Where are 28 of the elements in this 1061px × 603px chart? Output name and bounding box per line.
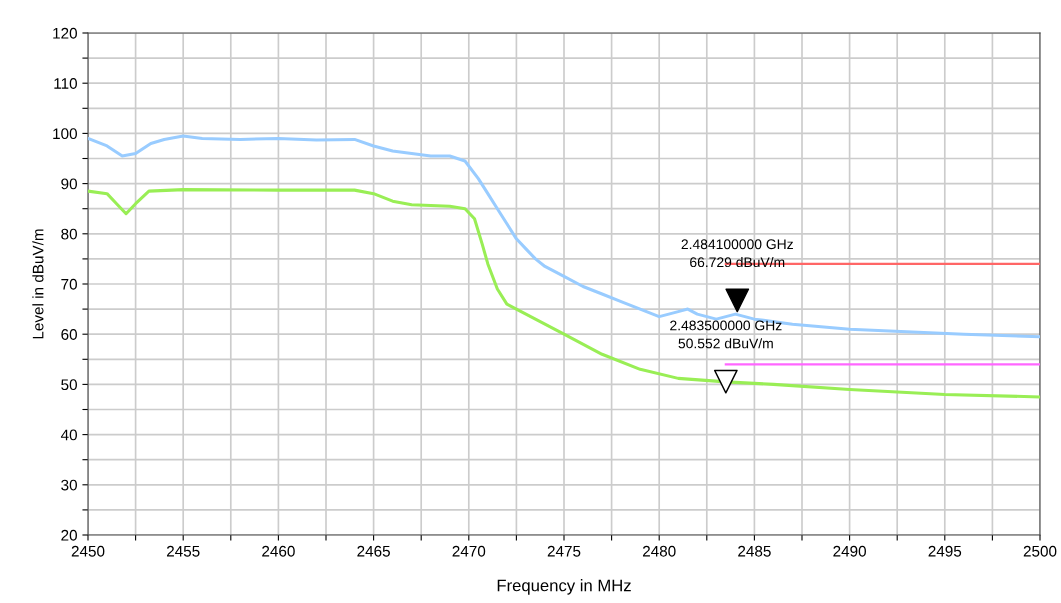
- y-tick-label: 60: [61, 329, 77, 340]
- y-tick-label: 120: [53, 27, 77, 39]
- line-series: [88, 134, 1040, 339]
- y-tick-label: 100: [53, 128, 77, 140]
- x-tick-label: 2455: [166, 545, 200, 557]
- x-tick-label: 2500: [1023, 545, 1057, 557]
- y-tick-label: 30: [61, 479, 77, 491]
- x-tick-label: 2475: [547, 545, 581, 557]
- x-tick-label: 2470: [452, 545, 486, 557]
- x-tick-label: 2485: [738, 545, 771, 557]
- x-tick-label: 2495: [928, 545, 962, 557]
- y-tick-label: 50: [61, 379, 77, 391]
- line-series: [88, 188, 1040, 399]
- x-tick-label: 2490: [833, 545, 866, 557]
- x-tick-label: 2450: [71, 545, 105, 557]
- y-tick-label: 80: [61, 228, 77, 240]
- annotation: 2.483500000 GHz 50.552 dBuV/m: [670, 320, 782, 349]
- x-tick-label: 2465: [357, 545, 390, 557]
- x-tick-label: 2480: [642, 545, 676, 557]
- x-axis-title: Frequency in MHz: [497, 579, 631, 595]
- y-tick-label: 20: [61, 529, 77, 541]
- y-axis-title: Level in dBuV/m: [32, 229, 44, 339]
- annotation: 2.484100000 GHz 66.729 dBuV/m: [681, 239, 793, 268]
- y-tick-label: 110: [54, 78, 77, 89]
- y-tick-label: 90: [61, 178, 77, 190]
- y-tick-label: 70: [61, 278, 77, 290]
- x-tick-label: 2460: [262, 545, 295, 557]
- y-tick-label: 40: [60, 429, 77, 441]
